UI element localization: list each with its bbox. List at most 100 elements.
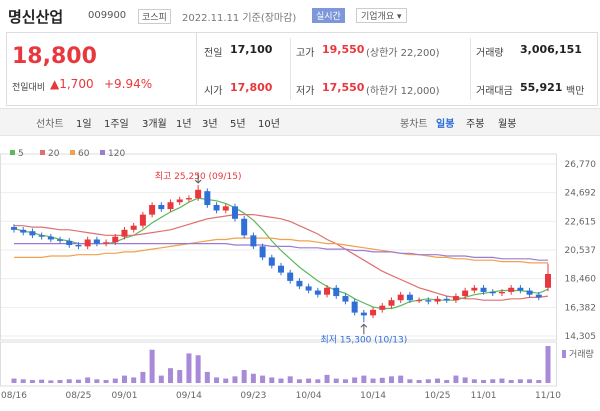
x-tick-label: 10/25: [425, 391, 451, 401]
cell-label: 거래대금: [476, 86, 513, 97]
x-tick-label: 09/01: [112, 391, 138, 401]
annotation: 최저 15,300 (10/13): [320, 334, 407, 345]
change-label: 전일대비: [12, 83, 46, 93]
candle-body: [296, 280, 303, 287]
volume-bar: [444, 380, 450, 383]
cell-label: 시가: [204, 86, 223, 97]
tab[interactable]: 1일: [76, 119, 92, 130]
legend-label: 120: [108, 149, 125, 159]
volume-bar: [223, 378, 229, 383]
x-tick-label: 08/25: [65, 391, 91, 401]
tab[interactable]: 3년: [202, 119, 218, 130]
legend-label: 60: [78, 149, 90, 159]
volume-bar: [315, 379, 321, 383]
candle-body: [545, 273, 551, 288]
candle-body: [406, 294, 413, 301]
volume-bar: [370, 378, 376, 383]
volume-bar: [149, 349, 155, 383]
volume-bar: [499, 378, 505, 383]
candle-body: [93, 239, 100, 244]
candle-body: [47, 236, 54, 240]
legend-label: 5: [18, 149, 24, 159]
volume-bar: [186, 353, 192, 383]
volume-bar: [508, 380, 514, 383]
volume-bar: [250, 373, 256, 383]
volume-bar: [296, 379, 302, 383]
tab[interactable]: 일봉: [436, 119, 455, 130]
company-button[interactable]: 기업개요 ▾: [356, 8, 407, 23]
divider: [290, 38, 291, 100]
y-tick-label: 20,537: [565, 246, 597, 256]
x-tick-label: 09/14: [176, 391, 202, 401]
y-tick-label: 24,692: [565, 189, 597, 199]
tab[interactable]: 3개월: [142, 119, 167, 130]
candle-body: [351, 301, 358, 313]
y-tick-label: 18,460: [565, 275, 597, 285]
volume-bar: [379, 377, 385, 383]
candle-body: [443, 298, 450, 301]
candle-body: [75, 244, 82, 247]
volume-bar: [195, 355, 201, 383]
volume-bar: [121, 375, 127, 383]
candle-body: [222, 206, 229, 211]
candle-body: [425, 300, 432, 302]
candle-body: [241, 218, 248, 236]
candle-body: [185, 198, 192, 200]
stock-code: 009900: [88, 10, 127, 21]
volume-bar: [103, 380, 109, 383]
volume-legend-swatch: [562, 350, 566, 358]
candle-body: [314, 290, 321, 295]
candle-body: [287, 272, 294, 281]
volume-bar: [158, 375, 164, 383]
volume-bar: [48, 380, 54, 383]
candle-body: [20, 229, 27, 233]
tab[interactable]: 5년: [230, 119, 246, 130]
volume-bar: [407, 379, 413, 383]
volume-bar: [232, 376, 238, 383]
tab[interactable]: 월봉: [498, 119, 517, 130]
tab-group-label: 선차트: [36, 119, 64, 130]
realtime-button[interactable]: 실시간: [312, 8, 345, 23]
cell-label: 거래량: [476, 48, 504, 59]
candle-body: [333, 287, 340, 297]
volume-bar: [85, 377, 91, 383]
tab[interactable]: 1주일: [104, 119, 129, 130]
volume-bar: [536, 380, 542, 383]
x-tick-label: 11/01: [471, 391, 497, 401]
price: 18,800: [12, 44, 97, 69]
legend-swatch: [100, 150, 105, 155]
divider: [470, 38, 471, 100]
cell-label: 고가: [296, 48, 315, 59]
candle-body: [508, 287, 515, 292]
ma-line: [14, 243, 548, 261]
volume-bar: [398, 375, 404, 383]
candle-body: [471, 287, 478, 291]
volume-bar: [435, 378, 441, 383]
ma-line: [14, 214, 549, 301]
volume-bar: [131, 377, 137, 383]
candle-body: [38, 235, 45, 237]
candle-body: [57, 239, 64, 241]
candle-body: [517, 287, 524, 291]
volume-bar: [112, 378, 118, 383]
volume-bar: [11, 378, 17, 383]
volume-bar: [517, 379, 523, 383]
tab[interactable]: 10년: [258, 119, 280, 130]
candle-body: [379, 305, 386, 310]
legend-label: 20: [48, 149, 60, 159]
candle-body: [278, 265, 284, 273]
candle-body: [259, 246, 266, 258]
change-pct: +9.94%: [104, 77, 153, 91]
candle-body: [268, 257, 275, 266]
x-tick-label: 08/16: [1, 391, 27, 401]
volume-bar: [57, 380, 63, 383]
volume-bar: [527, 379, 533, 383]
volume-bar: [481, 380, 487, 383]
candle-body: [149, 204, 156, 215]
legend-swatch: [70, 150, 75, 155]
tab[interactable]: 1년: [176, 119, 192, 130]
volume-legend: 거래량: [569, 348, 594, 360]
tab[interactable]: 주봉: [466, 119, 485, 130]
cell-note: (상한가 22,200): [366, 48, 440, 59]
